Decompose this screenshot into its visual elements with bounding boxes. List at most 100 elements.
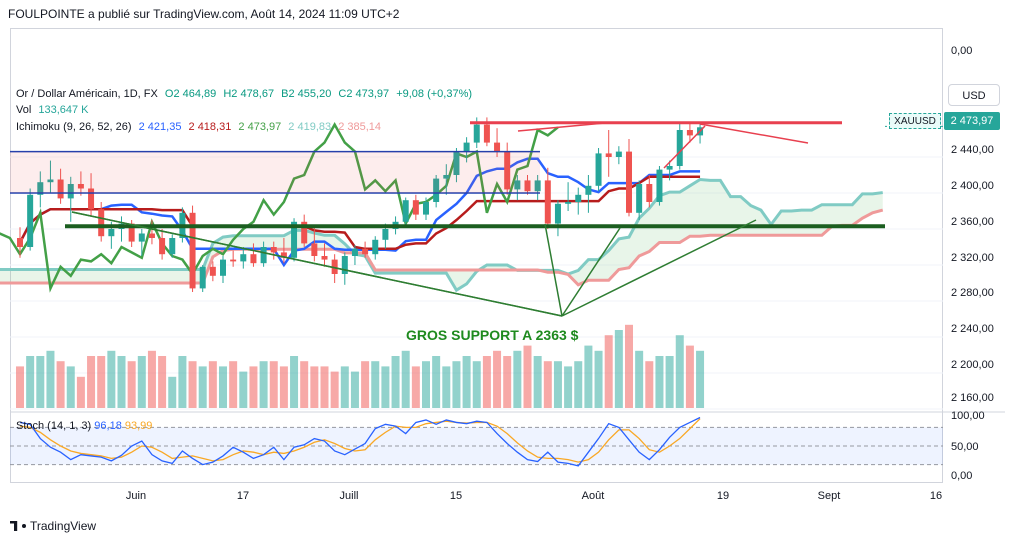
channel-zone [10, 151, 540, 193]
volume-bar [117, 356, 126, 408]
volume-bar [97, 356, 106, 408]
stoch-legend: Stoch (14, 1, 3) 96,18 93,99 [16, 420, 152, 432]
volume-bar [158, 356, 167, 408]
last-price-tag: 2 473,97 [944, 112, 1000, 130]
support-arrow [561, 227, 621, 317]
volume-bar [178, 356, 187, 408]
candle-body [423, 202, 429, 215]
tradingview-logo-text: TradingView [30, 519, 97, 533]
price-axis-label: 2 320,00 [951, 252, 994, 264]
candle-body [17, 238, 23, 247]
candle-body [331, 259, 338, 274]
candle-body [321, 256, 328, 260]
stoch-axis-label: 0,00 [951, 470, 973, 482]
candle-body [220, 259, 226, 276]
candle-body [67, 184, 74, 199]
ohlc-low: B2 455,20 [281, 88, 332, 100]
volume-bar [137, 356, 146, 408]
candle-body [362, 248, 369, 255]
volume-bar [635, 350, 644, 408]
candle-body [311, 243, 318, 256]
volume-bar [665, 356, 674, 408]
time-axis-label: 19 [716, 490, 730, 502]
candle-body [453, 151, 460, 175]
volume-bar [279, 366, 288, 408]
volume-bar [696, 350, 705, 408]
kijun-line [18, 175, 701, 251]
candle-body [189, 212, 196, 289]
price-axis-label: 2 360,00 [951, 216, 994, 228]
volume-bar [432, 356, 441, 408]
volume-bar [685, 345, 694, 408]
candle-body [280, 252, 287, 258]
candle-body [626, 151, 632, 213]
symbol-tag: XAUUSD [889, 113, 941, 129]
volume-bar [290, 356, 299, 408]
volume-bar [553, 361, 562, 408]
candle-body [250, 254, 257, 264]
volume-bar [249, 366, 258, 408]
legend-symbol-row: Or / Dollar Américain, 1D, FX O2 464,89 … [16, 88, 476, 100]
volume-bar [574, 361, 583, 408]
candle-body [169, 238, 176, 255]
volume-bar [340, 366, 349, 408]
volume-bar [127, 361, 136, 408]
candle-body [351, 248, 358, 256]
time-axis-label: Août [581, 490, 605, 502]
candle-body [463, 142, 470, 152]
candle-body [27, 194, 34, 247]
resistance-arrow [663, 125, 706, 169]
volume-bar [381, 366, 390, 408]
stoch-axis-label: 50,00 [951, 441, 979, 453]
candles [17, 117, 704, 292]
candle-body [412, 200, 419, 215]
candle-body [37, 182, 44, 195]
volume-bars [16, 324, 705, 408]
stochastic-pane [10, 411, 1005, 467]
volume-bar [219, 366, 227, 408]
volume-bar [198, 366, 207, 408]
ohlc-high: H2 478,67 [223, 88, 275, 100]
candle-body [209, 266, 216, 276]
volume-bar [87, 356, 96, 408]
volume-bar [523, 345, 532, 408]
stoch-d-line [19, 418, 701, 463]
currency-button[interactable]: USD [948, 84, 1000, 106]
volume-label: Vol [16, 104, 32, 116]
tradingview-logo[interactable]: TradingView [10, 519, 96, 533]
candle-body [148, 233, 155, 238]
candle-body [595, 153, 602, 186]
ichimoku-span-a: 2 419,83 [288, 121, 332, 133]
volume-bar [401, 350, 410, 408]
candle-body [57, 179, 64, 199]
candle-body [636, 184, 643, 213]
volume-bar [371, 361, 380, 408]
stoch-d-value: 93,99 [124, 420, 153, 432]
ichimoku-kijun: 2 418,31 [188, 121, 232, 133]
volume-bar [462, 356, 471, 408]
support-arrow [561, 219, 757, 317]
volume-bar [168, 376, 177, 408]
price-axis-label: 2 400,00 [951, 180, 994, 192]
candle-body [524, 180, 531, 192]
volume-bar [391, 356, 400, 408]
candle-body [402, 200, 409, 222]
time-axis-label: Juin [125, 490, 147, 502]
volume-bar [411, 366, 420, 408]
resistance-arrow [517, 122, 606, 132]
volume-bar [604, 335, 613, 408]
volume-bar [188, 361, 197, 408]
volume-bar [239, 371, 248, 408]
symbol-name: Or / Dollar Américain, 1D, FX [16, 88, 158, 100]
volume-bar [675, 335, 684, 408]
volume-bar [208, 361, 217, 408]
legend-volume-row: Vol 133,647 K [16, 104, 93, 116]
candle-body [230, 259, 237, 262]
time-axis-label: 15 [449, 490, 463, 502]
volume-bar [56, 361, 65, 408]
volume-bar [452, 361, 461, 408]
candle-body [483, 124, 490, 143]
volume-bar [472, 361, 481, 408]
volume-bar [269, 361, 278, 408]
